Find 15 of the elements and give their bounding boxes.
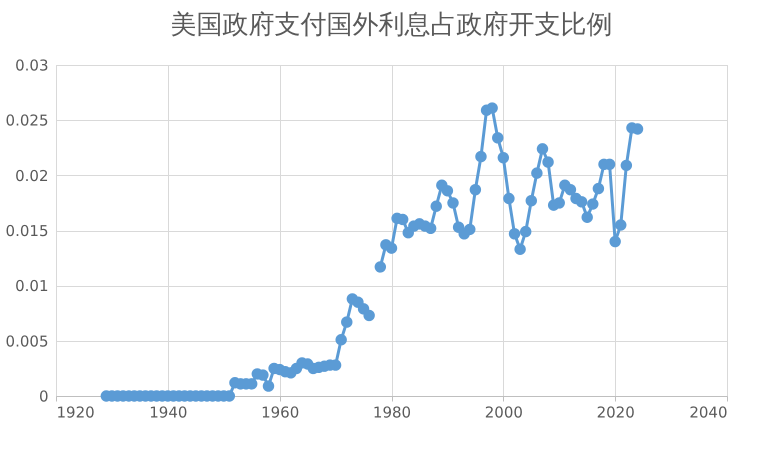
y-tick-label: 0 [38,388,48,406]
y-tick-label: 0.015 [6,222,48,240]
y-tick-label: 0.02 [15,166,48,185]
y-tick-label: 0.005 [6,332,48,350]
x-tick-label: 2040 [689,404,728,422]
chart-title: 美国政府支付国外利息占政府开支比例 [170,10,612,40]
x-tick-label: 2000 [484,404,523,422]
x-tick-label: 1940 [149,404,188,422]
x-tick-label: 1980 [372,404,412,422]
y-tick-label: 0.025 [6,112,48,130]
y-tick-label: 0.03 [15,56,48,74]
y-tick-label: 0.01 [15,277,48,296]
x-tick-label: 1920 [56,404,95,422]
x-tick-label: 1960 [261,404,300,422]
x-tick-label: 2020 [596,404,635,422]
